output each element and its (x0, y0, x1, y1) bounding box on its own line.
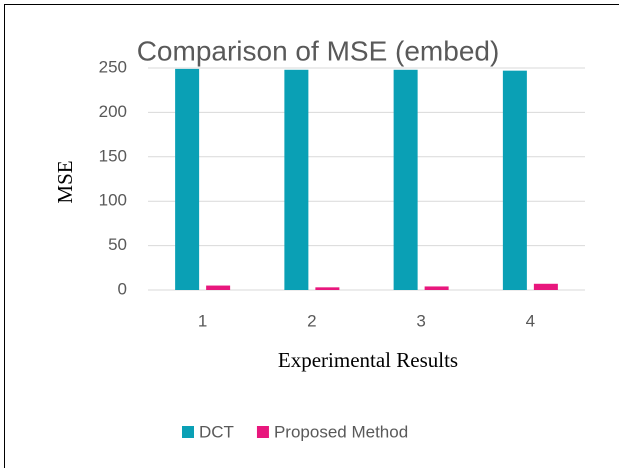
bar (502, 70, 527, 290)
bar (284, 69, 309, 290)
y-tick-label: 50 (108, 235, 127, 254)
y-axis-label: MSE (53, 160, 77, 203)
legend-label: DCT (199, 422, 234, 441)
legend-swatch (256, 426, 269, 438)
bar (206, 285, 231, 290)
y-tick-label: 150 (99, 146, 127, 165)
y-tick-label: 250 (99, 57, 127, 76)
chart-title: Comparison of MSE (embed) (137, 35, 500, 66)
x-tick-label: 2 (307, 311, 316, 330)
x-axis-label: Experimental Results (278, 348, 458, 372)
y-tick-label: 0 (118, 279, 127, 298)
bar (533, 283, 558, 290)
y-tick-label: 200 (99, 102, 127, 121)
legend-label: Proposed Method (274, 422, 408, 441)
bar (424, 286, 449, 290)
bar (315, 287, 340, 290)
x-tick-label: 1 (198, 311, 207, 330)
x-tick-label: 3 (416, 311, 425, 330)
legend-swatch (182, 426, 194, 438)
bar (393, 69, 418, 290)
x-tick-label: 4 (526, 311, 535, 330)
y-tick-label: 100 (99, 191, 127, 210)
bar (175, 68, 200, 290)
